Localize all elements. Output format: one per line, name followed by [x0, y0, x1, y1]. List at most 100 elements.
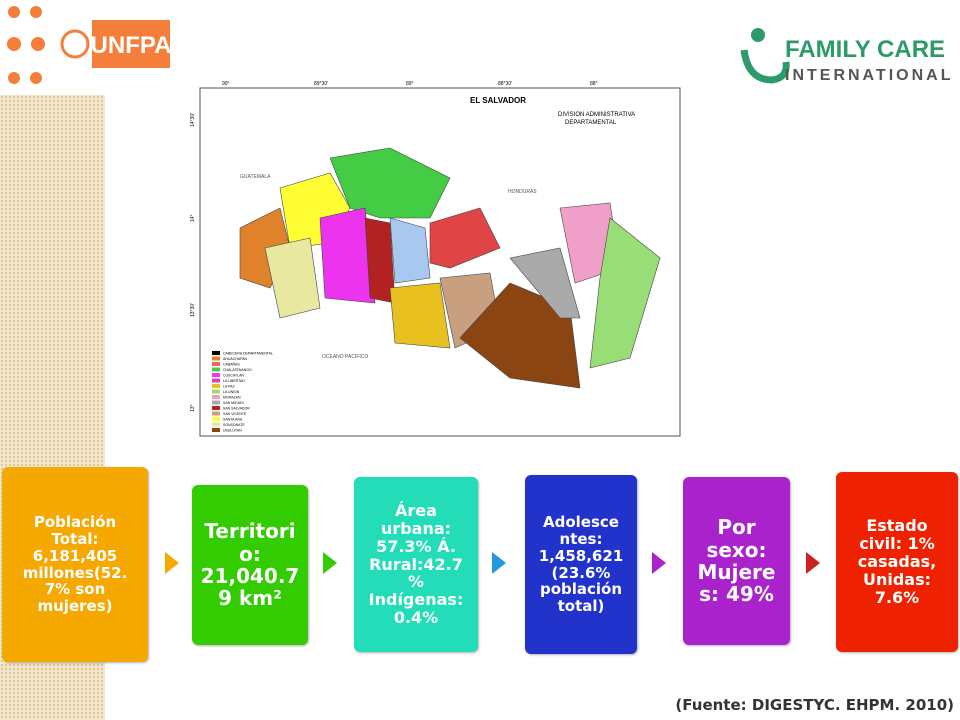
legend-entry: SANTA ANA [223, 418, 243, 422]
box-line: población [539, 580, 623, 599]
box-line: 1,458,621 [538, 546, 624, 565]
arrow [165, 552, 179, 574]
box-line: Unidas: [862, 569, 932, 589]
info-box: Estado civil: 1% casadas, Unidas: 7.6% [836, 472, 958, 652]
legend-swatch [212, 400, 220, 405]
info-box: Por sexo: Mujere s: 49% [683, 477, 790, 645]
box-line: millones(52. [22, 563, 128, 582]
box-line: % [407, 572, 425, 592]
un-emblem [60, 29, 90, 59]
arrow [806, 552, 820, 574]
box-line: Total: [51, 529, 99, 548]
box-line: casadas, [857, 552, 937, 572]
legend-entry: CABAÑAS [223, 362, 240, 367]
arrow [652, 552, 666, 574]
legend-swatch [212, 384, 220, 388]
info-box: Adolesce ntes: 1,458,621 (23.6% población tot… [525, 475, 637, 654]
legend-swatch [212, 422, 220, 427]
legend-entry: CUSCATLAN [223, 374, 244, 378]
unfpa-box [92, 20, 170, 68]
legend-entry: SAN VICENTE [223, 412, 247, 416]
legend-entry: LA PAZ [223, 385, 235, 389]
coord-label: 89° [406, 81, 414, 87]
map-subtitle: DIVISION ADMINISTRATIVA [558, 112, 635, 118]
map-subtitle: DEPARTAMENTAL [565, 120, 617, 126]
box-line: Estado [866, 516, 928, 536]
box-line: s: 49% [699, 582, 774, 607]
map-label: HONDURAS [508, 189, 537, 195]
legend-entry: SAN MIGUEL [223, 401, 245, 405]
header-logos: UNFPA FAMILY CARE INTERNATIONAL [7, 6, 950, 84]
box-line: 9 km² [218, 586, 282, 611]
coord-label: 90° [222, 81, 230, 87]
legend-swatch [212, 411, 220, 416]
legend-entry: SONSONATE [223, 423, 245, 427]
legend-entry: MORAZAN [223, 396, 241, 400]
coord-label: 88°30' [498, 81, 512, 87]
legend-entry: LA UNION [223, 390, 240, 394]
coord-label: 88° [590, 81, 598, 87]
box-line: Área [395, 500, 437, 520]
box-line: sexo: [706, 537, 767, 562]
box-line: (23.6% [551, 563, 611, 582]
box-line: 7.6% [874, 587, 920, 607]
coord-label: 14° [190, 214, 196, 222]
box-line: Población [33, 513, 117, 532]
legend-swatch [212, 367, 220, 372]
legend-swatch [212, 389, 220, 394]
box-line: ntes: [559, 529, 603, 548]
box-line: Por [717, 515, 756, 540]
fci-icon [740, 49, 790, 84]
fci-logo-top: FAMILY CARE [785, 36, 945, 63]
box-line: 57.3% Á. [376, 536, 456, 556]
box-line: total) [557, 597, 605, 616]
unfpa-dots [7, 6, 45, 84]
box-line: urbana: [380, 518, 452, 538]
legend-entry: SAN SALVADOR [223, 407, 250, 411]
coord-label: 13°30' [190, 303, 196, 317]
box-line: 0.4% [393, 608, 439, 628]
arrow [323, 552, 337, 574]
box-line: Territori [204, 519, 296, 544]
legend-entry: AHUACHAPAN [223, 357, 248, 361]
map-regions [239, 147, 661, 389]
info-box: Área urbana: 57.3% Á. Rural:42.7% Indígenas:… [354, 477, 478, 652]
box-line: Mujere [697, 560, 776, 584]
box-line: Indígenas: [368, 590, 464, 610]
info-box: Población Total: 6,181,405 millones(52. 7% s… [2, 467, 148, 662]
legend-swatch [212, 417, 220, 421]
legend-swatch [212, 378, 220, 383]
info-box: Territori o: 21,040.7 9 km² [192, 485, 308, 645]
coord-label: 14°30' [190, 113, 196, 127]
box-line: Adolesce [543, 513, 619, 532]
source-note: (Fuente: DIGESTYC. EHPM. 2010) [675, 696, 954, 714]
legend-swatch [212, 351, 220, 355]
legend-swatch [212, 395, 220, 399]
legend-entry: USULUTAN [223, 429, 242, 433]
legend-swatch [212, 406, 220, 410]
box-line: 6,181,405 [32, 546, 118, 565]
box-line: civil: 1% [859, 534, 935, 554]
box-line: 21,040.7 [200, 564, 300, 588]
coord-label: 89°30' [314, 81, 328, 87]
legend-swatch [212, 428, 220, 432]
map: EL SALVADOR DIVISION ADMINISTRATIVA DEPA… [190, 81, 681, 437]
unfpa-logo: UNFPA [91, 32, 172, 59]
legend-entry: CABECERA DEPARTAMENTAL [223, 352, 273, 356]
map-label: GUATEMALA [240, 174, 271, 180]
box-line: Rural:42.7 [369, 554, 463, 574]
legend-swatch [212, 356, 220, 361]
map-label: OCEANO PACIFICO [322, 354, 368, 360]
box-line: 7% son [44, 580, 106, 599]
map-title: EL SALVADOR [470, 96, 526, 105]
fci-icon [751, 28, 765, 42]
legend-entry: LA LIBERTAD [223, 379, 245, 383]
box-line: mujeres) [37, 597, 113, 616]
legend-entry: CHALATENANGO [223, 368, 252, 372]
arrow [492, 552, 506, 574]
legend-swatch [212, 362, 220, 366]
legend-swatch [212, 373, 220, 377]
box-line: o: [239, 541, 261, 566]
coord-label: 13° [190, 404, 196, 412]
